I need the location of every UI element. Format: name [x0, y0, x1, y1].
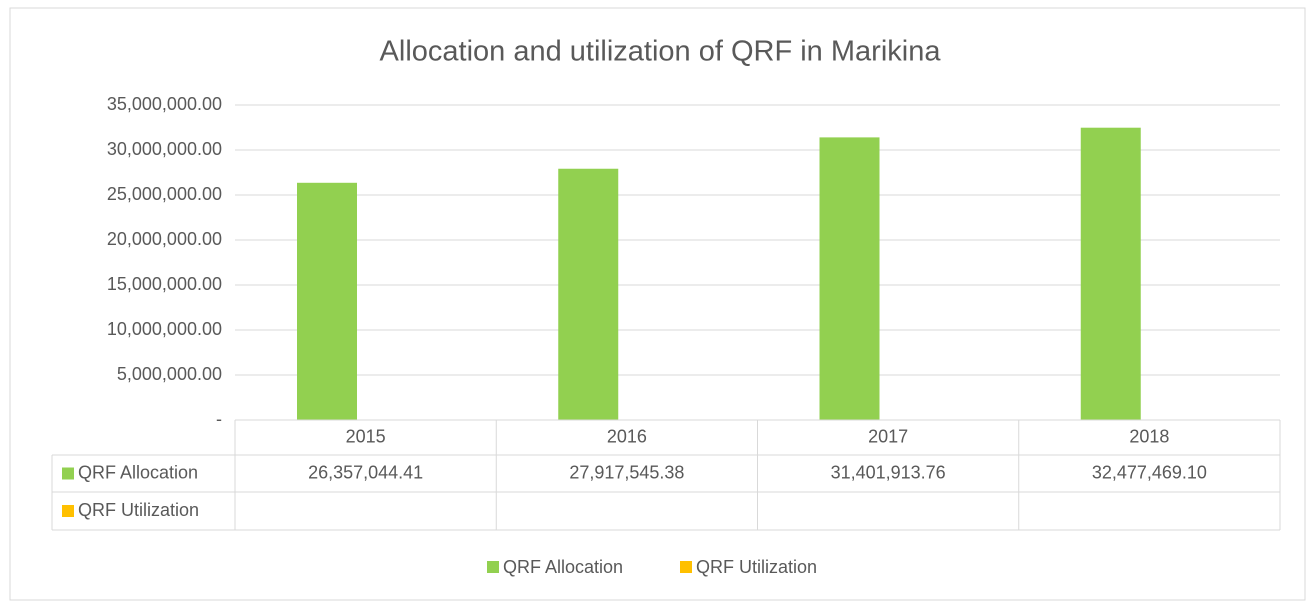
- table-value: 32,477,469.10: [1092, 462, 1207, 482]
- bar: [297, 182, 357, 420]
- bar: [819, 137, 880, 420]
- legend-key: [62, 505, 74, 517]
- y-tick-label: 25,000,000.00: [107, 184, 222, 204]
- legend-key: [487, 561, 499, 573]
- y-tick-label: 10,000,000.00: [107, 319, 222, 339]
- bar: [1080, 127, 1141, 420]
- y-tick-label: 5,000,000.00: [117, 364, 222, 384]
- table-series-name: QRF Utilization: [78, 500, 199, 520]
- y-tick-label: 15,000,000.00: [107, 274, 222, 294]
- table-value: 26,357,044.41: [308, 462, 423, 482]
- chart-title: Allocation and utilization of QRF in Mar…: [380, 36, 942, 68]
- legend-key: [680, 561, 692, 573]
- table-value: 31,401,913.76: [831, 462, 946, 482]
- y-tick-label: -: [216, 409, 222, 429]
- x-tick-label: 2015: [346, 426, 386, 446]
- bar: [558, 168, 619, 420]
- table-value: 27,917,545.38: [569, 462, 684, 482]
- x-tick-label: 2018: [1129, 426, 1169, 446]
- legend-label: QRF Utilization: [696, 557, 817, 577]
- y-tick-label: 20,000,000.00: [107, 229, 222, 249]
- legend-label: QRF Allocation: [503, 557, 623, 577]
- x-tick-label: 2016: [607, 426, 647, 446]
- legend-key: [62, 467, 74, 480]
- x-tick-label: 2017: [868, 426, 908, 446]
- y-tick-label: 35,000,000.00: [107, 94, 222, 114]
- y-tick-label: 30,000,000.00: [107, 139, 222, 159]
- table-series-name: QRF Allocation: [78, 462, 198, 482]
